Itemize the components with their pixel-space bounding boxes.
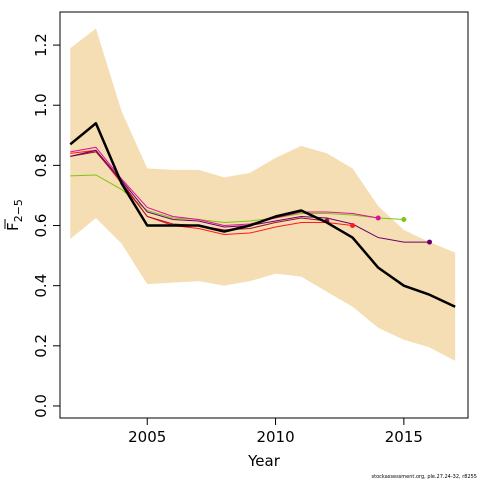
- y-axis-title: F2−5: [4, 199, 25, 231]
- confidence-band-group: [70, 28, 456, 361]
- plot-frame: [59, 11, 469, 419]
- retro-series-line-1: [70, 174, 404, 224]
- y-axis-title-subscript: 2−5: [12, 199, 25, 222]
- y-tick-label-3: 0.6: [32, 214, 50, 238]
- retro-series-end-point-2: [375, 215, 381, 221]
- y-axis-title-main: F: [4, 222, 22, 231]
- y-tick-label-6: 1.2: [32, 33, 50, 57]
- y-tick-label-0: 0.0: [32, 394, 50, 418]
- source-footnote: stockassessment.org, ple.27.24-32, r8255: [372, 474, 477, 480]
- retro-series-end-point-3: [350, 223, 356, 229]
- svg-text:F2−5: F2−5: [4, 199, 25, 231]
- y-axis: 0.0 0.2 0.4 0.6 0.8 1.0 1.2: [32, 33, 60, 418]
- x-tick-label-2015: 2015: [385, 428, 423, 446]
- x-axis-title: Year: [247, 452, 281, 470]
- x-axis: 2005 2010 2015: [128, 418, 423, 446]
- retro-series-line-2: [70, 146, 379, 227]
- retro-series-line-3: [70, 149, 353, 236]
- y-tick-label-5: 1.0: [32, 93, 50, 117]
- y-tick-label-4: 0.8: [32, 153, 50, 177]
- y-tick-label-2: 0.4: [32, 274, 50, 298]
- x-tick-label-2005: 2005: [128, 428, 166, 446]
- x-tick-label-2010: 2010: [256, 428, 294, 446]
- retro-series-end-point-5: [427, 239, 433, 245]
- retro-series-end-point-1: [401, 217, 407, 223]
- main-estimate-line: [69, 122, 456, 308]
- y-tick-label-1: 0.2: [32, 334, 50, 358]
- confidence-band: [70, 28, 456, 361]
- main-estimate-group: [69, 122, 456, 308]
